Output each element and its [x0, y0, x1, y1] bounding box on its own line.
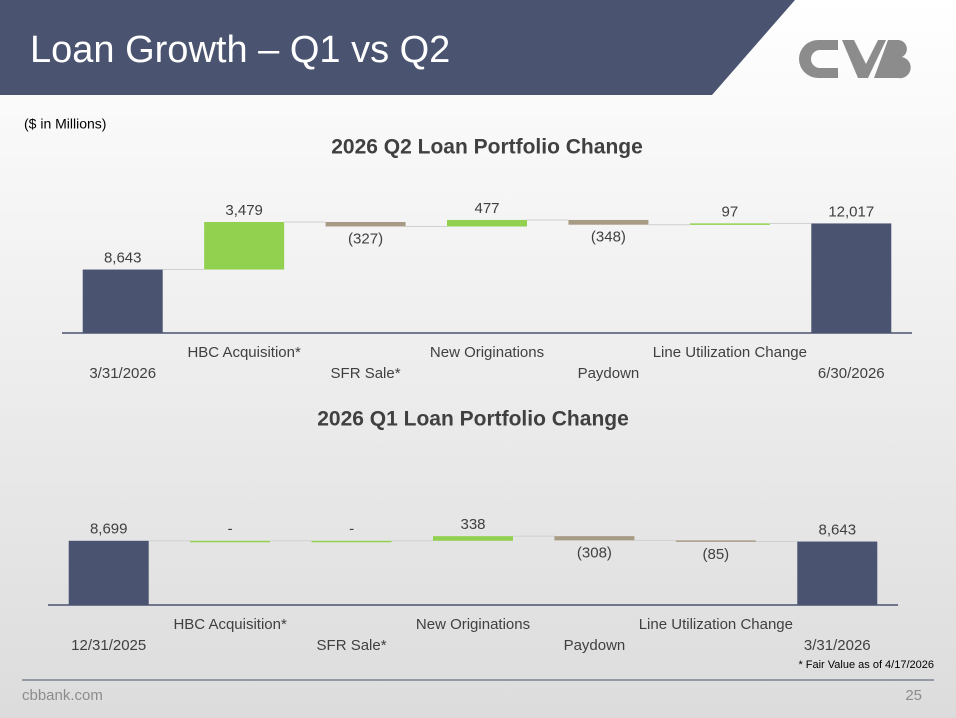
value-label: (85): [703, 546, 730, 563]
x-tick-label: Paydown: [578, 365, 640, 382]
x-tick-label: Line Utilization Change: [653, 344, 807, 361]
value-label: (308): [577, 544, 612, 561]
value-label: -: [349, 521, 354, 538]
bar: [311, 540, 392, 543]
bar: [447, 219, 527, 227]
value-label: 3,479: [225, 202, 263, 219]
value-label: 12,017: [828, 203, 874, 220]
value-label: -: [228, 521, 233, 538]
x-tick-label: Paydown: [564, 637, 626, 654]
value-label: (348): [591, 229, 626, 246]
x-tick-label: SFR Sale*: [317, 637, 387, 654]
value-label: 8,643: [104, 250, 142, 267]
logo: [799, 40, 911, 79]
bar: [325, 221, 406, 227]
x-tick-label: New Originations: [416, 616, 530, 633]
chart-title: 2026 Q1 Loan Portfolio Change: [317, 408, 629, 431]
bar: [190, 540, 271, 543]
units-note: ($ in Millions): [24, 116, 106, 132]
value-label: 477: [474, 200, 499, 217]
bar: [675, 540, 756, 542]
bar: [811, 223, 892, 333]
bar: [204, 221, 285, 270]
value-label: (327): [348, 230, 383, 247]
x-tick-label: Line Utilization Change: [639, 616, 793, 633]
bar: [554, 536, 635, 541]
slide-title: Loan Growth – Q1 vs Q2: [30, 29, 450, 71]
footnote: * Fair Value as of 4/17/2026: [798, 659, 934, 671]
chart-title: 2026 Q2 Loan Portfolio Change: [331, 136, 643, 159]
x-tick-label: 3/31/2026: [804, 637, 871, 654]
x-tick-label: 3/31/2026: [89, 365, 156, 382]
header-band: [0, 0, 795, 95]
page-number: 25: [905, 687, 922, 704]
x-tick-label: 12/31/2025: [71, 637, 146, 654]
bar: [68, 540, 149, 605]
value-label: 8,643: [819, 522, 857, 539]
x-tick-label: HBC Acquisition*: [173, 616, 287, 633]
x-tick-label: HBC Acquisition*: [187, 344, 301, 361]
bar: [433, 536, 513, 541]
value-label: 97: [722, 203, 739, 220]
bar: [568, 219, 649, 225]
x-tick-label: New Originations: [430, 344, 544, 361]
bar: [82, 269, 163, 333]
x-tick-label: SFR Sale*: [331, 365, 401, 382]
x-tick-label: 6/30/2026: [818, 365, 885, 382]
footer-site: cbbank.com: [22, 687, 103, 704]
value-label: 338: [460, 516, 485, 533]
bar: [689, 223, 770, 225]
bar: [797, 541, 878, 605]
value-label: 8,699: [90, 521, 128, 538]
